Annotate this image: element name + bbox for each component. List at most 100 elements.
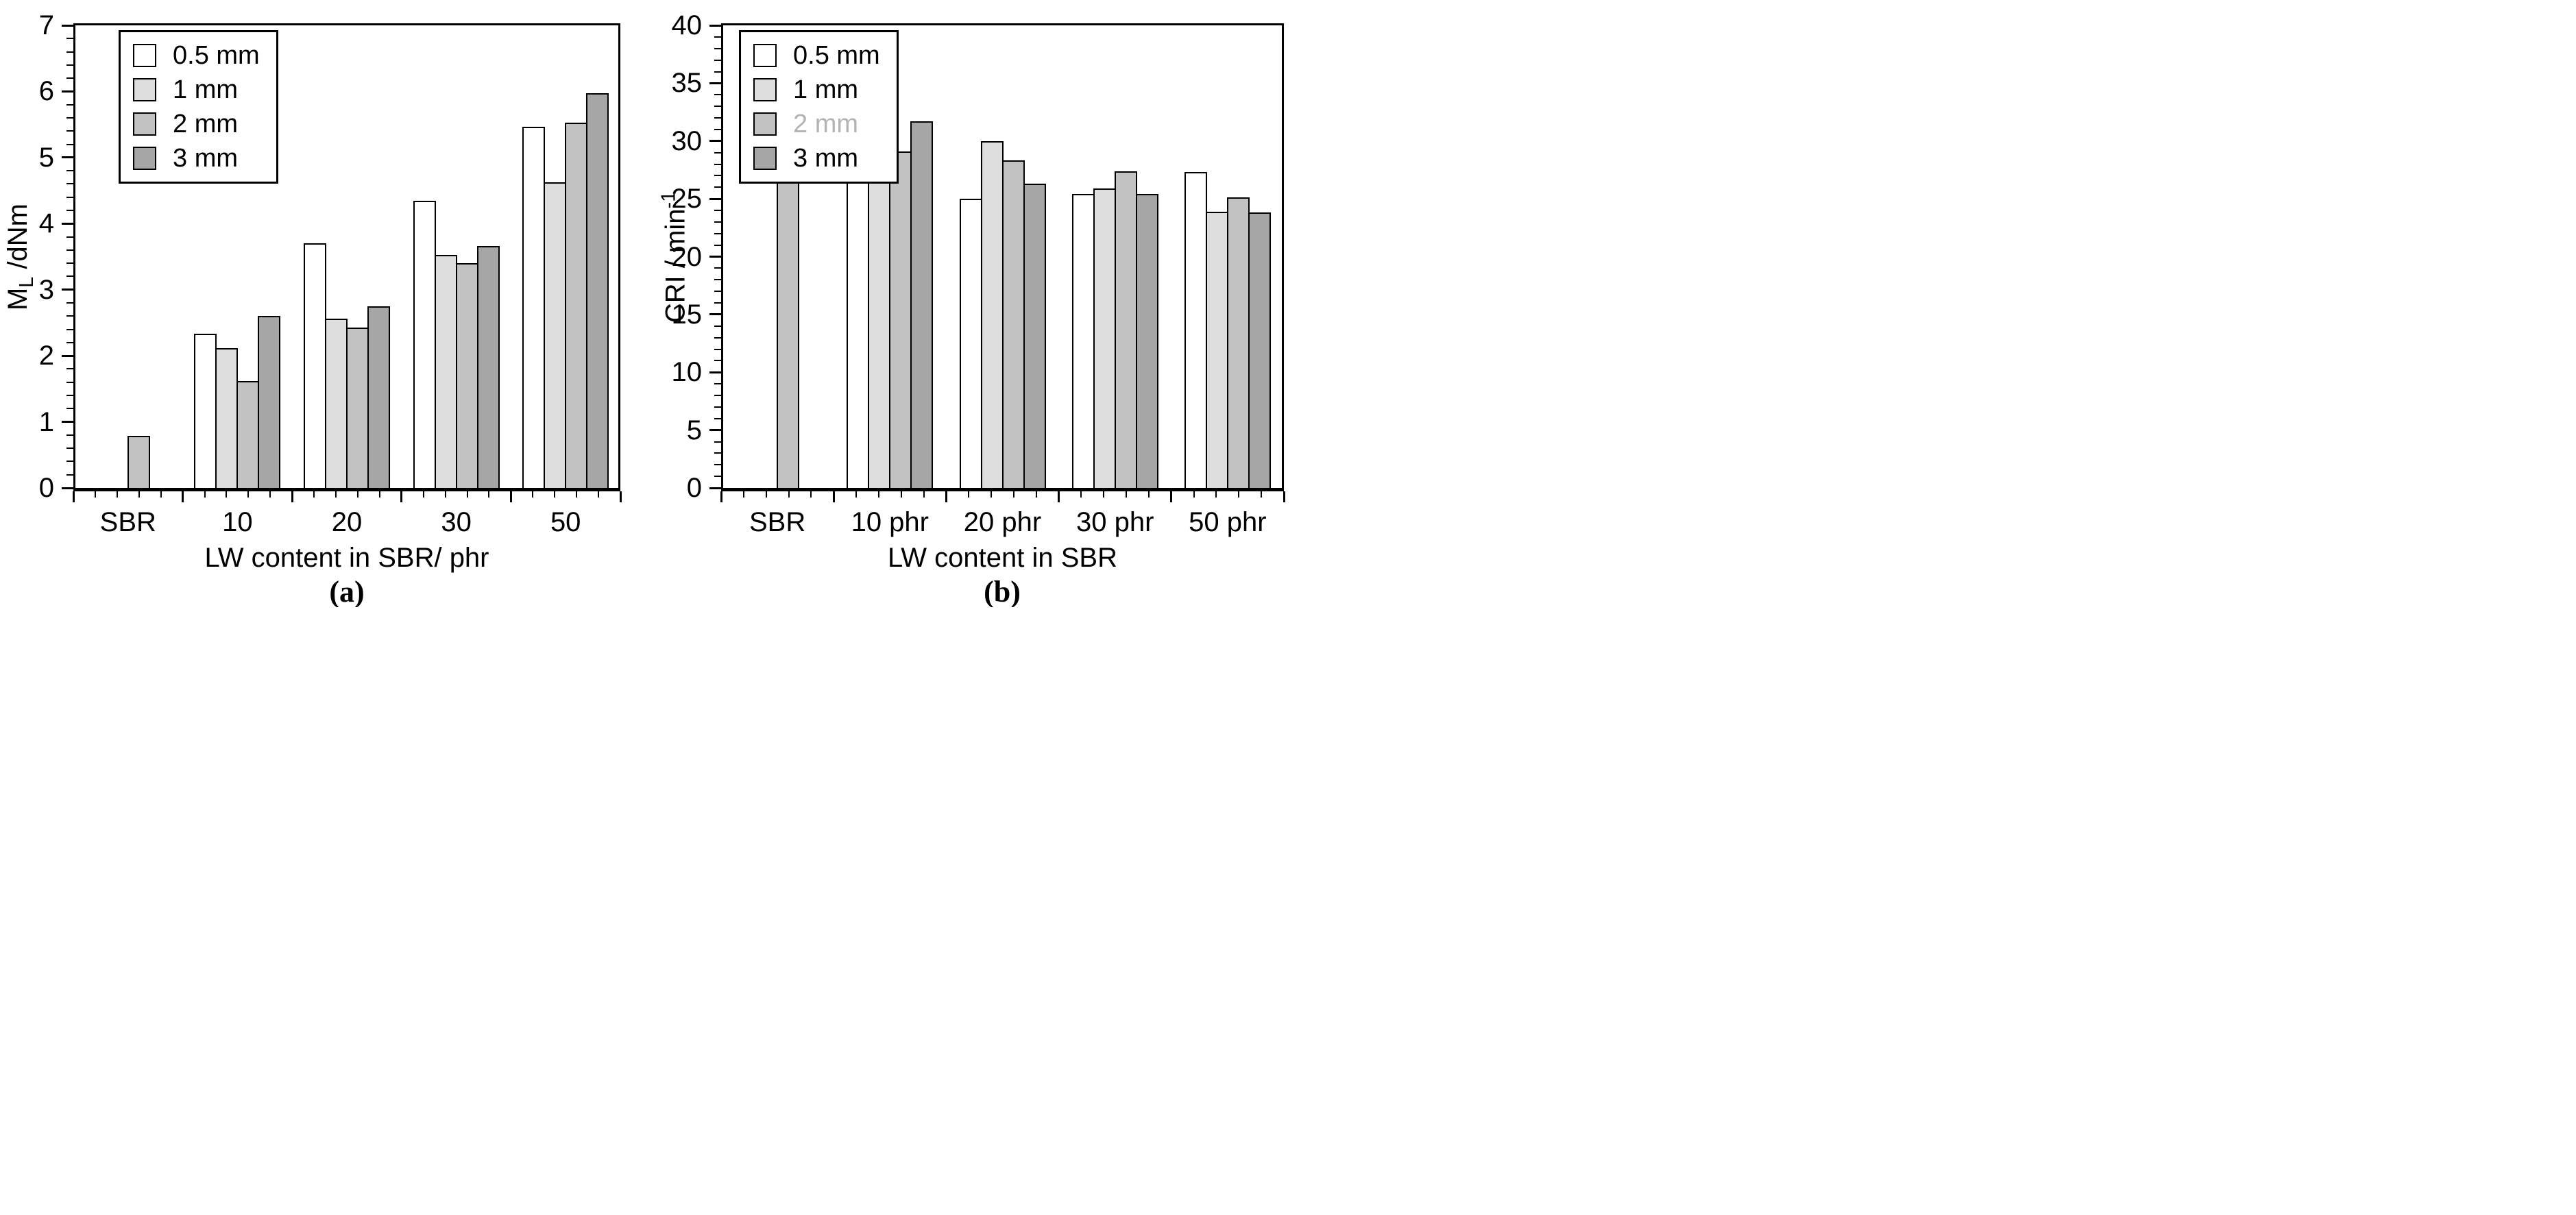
x-tick-label: 30 — [441, 507, 472, 537]
x-minor-tick — [742, 491, 744, 498]
x-minor-tick — [810, 491, 812, 498]
bar-2mm-SBR — [777, 171, 800, 488]
panel-caption-b: (b) — [984, 575, 1021, 607]
x-minor-tick — [1261, 491, 1263, 498]
x-minor-tick — [378, 491, 380, 498]
y-minor-tick — [714, 221, 721, 223]
y-minor-tick — [66, 395, 73, 396]
x-minor-tick — [160, 491, 162, 498]
legend-label-0-5mm: 0.5 mm — [173, 41, 260, 70]
y-minor-tick — [66, 381, 73, 383]
bar-3mm-20 — [367, 306, 390, 488]
bar-1mm-30phr — [1093, 188, 1116, 488]
x-minor-tick — [923, 491, 925, 498]
y-minor-tick — [66, 51, 73, 53]
x-boundary-tick — [400, 491, 403, 502]
y-minor-tick — [66, 328, 73, 330]
bar-2mm-10 — [236, 380, 260, 488]
x-minor-tick — [269, 491, 271, 498]
x-tick-label: 20 phr — [963, 507, 1042, 537]
y-major-tick — [709, 24, 721, 27]
y-minor-tick — [714, 348, 721, 350]
y-minor-tick — [714, 232, 721, 234]
y-major-tick — [709, 371, 721, 373]
y-tick-label: 2 — [38, 341, 54, 371]
legend-row: 1 mm — [133, 76, 260, 103]
x-boundary-tick — [720, 491, 722, 502]
y-minor-tick — [714, 47, 721, 49]
legend-row: 0.5 mm — [133, 42, 260, 69]
bar-3mm-30 — [476, 246, 500, 488]
y-major-tick — [62, 90, 73, 93]
legend-swatch-0-5mm — [133, 44, 156, 67]
x-minor-tick — [466, 491, 468, 498]
y-minor-tick — [714, 464, 721, 466]
y-minor-tick — [66, 117, 73, 119]
x-minor-tick — [1103, 491, 1105, 498]
plot-area-b — [721, 23, 1284, 491]
y-minor-tick — [66, 275, 73, 278]
x-minor-tick — [855, 491, 858, 498]
x-minor-tick — [313, 491, 315, 498]
y-minor-tick — [714, 476, 721, 478]
x-tick-label: 50 — [550, 507, 581, 537]
x-minor-tick — [532, 491, 534, 498]
y-tick-label: 10 — [671, 357, 703, 388]
y-minor-tick — [714, 186, 721, 188]
y-minor-tick — [714, 244, 721, 246]
y-major-tick — [709, 487, 721, 489]
x-boundary-tick — [1058, 491, 1060, 502]
y-minor-tick — [714, 175, 721, 177]
y-tick-label: 1 — [38, 406, 54, 437]
x-minor-tick — [1035, 491, 1037, 498]
y-minor-tick — [66, 196, 73, 198]
legend-swatch-1mm — [133, 78, 156, 101]
x-boundary-tick — [291, 491, 293, 502]
legend-swatch-1mm — [753, 78, 777, 101]
y-minor-tick — [66, 447, 73, 450]
y-minor-tick — [714, 106, 721, 108]
x-minor-tick — [1193, 491, 1195, 498]
y-tick-label: 40 — [671, 10, 703, 40]
y-tick-label: 3 — [38, 274, 54, 305]
x-minor-tick — [900, 491, 902, 498]
bar-1mm-10 — [215, 347, 239, 488]
x-minor-tick — [138, 491, 140, 498]
bar-3mm-10phr — [910, 121, 934, 488]
legend-label-3mm: 3 mm — [173, 144, 238, 173]
y-minor-tick — [66, 210, 73, 211]
x-minor-tick — [94, 491, 96, 498]
y-minor-tick — [714, 325, 721, 327]
y-minor-tick — [66, 262, 73, 265]
y-minor-tick — [66, 183, 73, 185]
y-minor-tick — [714, 406, 721, 408]
y-minor-tick — [714, 302, 721, 304]
y-minor-tick — [66, 315, 73, 317]
y-minor-tick — [714, 395, 721, 396]
bar-05mm-30 — [413, 200, 436, 488]
bar-05mm-20 — [304, 243, 326, 488]
x-tick-label: 30 phr — [1076, 507, 1154, 537]
y-minor-tick — [66, 103, 73, 106]
y-minor-tick — [714, 71, 721, 73]
x-minor-tick — [1080, 491, 1082, 498]
y-tick-label: 15 — [671, 299, 703, 330]
legend-label-0-5mm: 0.5 mm — [793, 41, 880, 70]
legend-label-2mm: 2 mm — [793, 110, 858, 138]
bar-2mm-50phr — [1226, 197, 1250, 488]
x-boundary-tick — [832, 491, 835, 502]
x-minor-tick — [968, 491, 970, 498]
x-axis-title-a: LW content in SBR/ phr — [204, 543, 489, 573]
y-minor-tick — [66, 302, 73, 304]
x-boundary-tick — [619, 491, 622, 502]
legend-label-3mm: 3 mm — [793, 144, 858, 173]
y-minor-tick — [714, 279, 721, 281]
y-tick-label: 5 — [38, 142, 54, 173]
y-minor-tick — [66, 130, 73, 132]
y-major-tick — [709, 140, 721, 143]
y-major-tick — [709, 197, 721, 200]
y-major-tick — [62, 222, 73, 225]
x-tick-label: 10 phr — [851, 507, 929, 537]
x-minor-tick — [1147, 491, 1150, 498]
x-minor-tick — [765, 491, 767, 498]
